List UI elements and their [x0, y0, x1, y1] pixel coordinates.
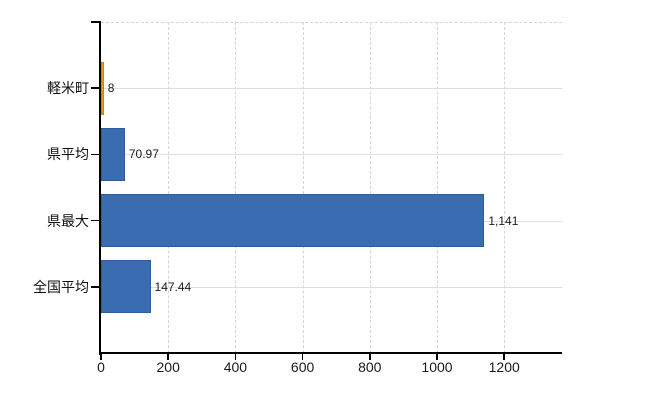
- x-tick: [301, 354, 304, 360]
- x-tick: [234, 354, 237, 360]
- bar: [101, 127, 125, 181]
- x-tick-label: 1000: [421, 359, 453, 375]
- bar: [101, 194, 485, 248]
- y-tick: [91, 286, 101, 288]
- bar-value-label: 147.44: [154, 279, 192, 294]
- x-tick: [369, 354, 371, 360]
- x-tick-label: 0: [97, 359, 105, 375]
- x-tick-label: 800: [358, 359, 382, 375]
- x-tick-label: 400: [223, 359, 248, 375]
- x-tick: [503, 354, 505, 360]
- y-axis-top-tick: [91, 21, 101, 23]
- category-label: 全国平均: [33, 278, 89, 295]
- v-gridline: [504, 22, 506, 353]
- bar-value-label: 8: [107, 81, 115, 96]
- x-tick: [167, 354, 169, 360]
- category-label: 県平均: [47, 146, 89, 163]
- v-gridline: [302, 22, 304, 353]
- category-label: 県最大: [47, 212, 89, 229]
- h-gridline: [101, 154, 562, 156]
- x-axis-line: [99, 352, 562, 354]
- x-tick-label: 200: [156, 359, 180, 375]
- bar-value-label: 1,141: [488, 213, 519, 228]
- top-gridline: [101, 22, 562, 23]
- y-tick: [91, 153, 101, 156]
- bar: [101, 260, 151, 314]
- v-gridline: [168, 22, 170, 353]
- bar-value-label: 70.97: [128, 147, 159, 162]
- v-gridline: [235, 22, 237, 353]
- bar: [101, 61, 104, 115]
- y-axis-line: [99, 22, 101, 355]
- category-label: 軽米町: [47, 80, 89, 97]
- h-gridline: [101, 286, 562, 288]
- x-tick: [436, 354, 438, 360]
- y-tick: [91, 219, 101, 222]
- y-tick: [91, 87, 101, 89]
- v-gridline: [369, 22, 371, 353]
- x-tick-label: 600: [290, 359, 315, 375]
- v-gridline: [437, 22, 438, 353]
- x-tick: [100, 354, 102, 360]
- h-gridline: [101, 88, 562, 90]
- x-tick-label: 1200: [488, 359, 520, 375]
